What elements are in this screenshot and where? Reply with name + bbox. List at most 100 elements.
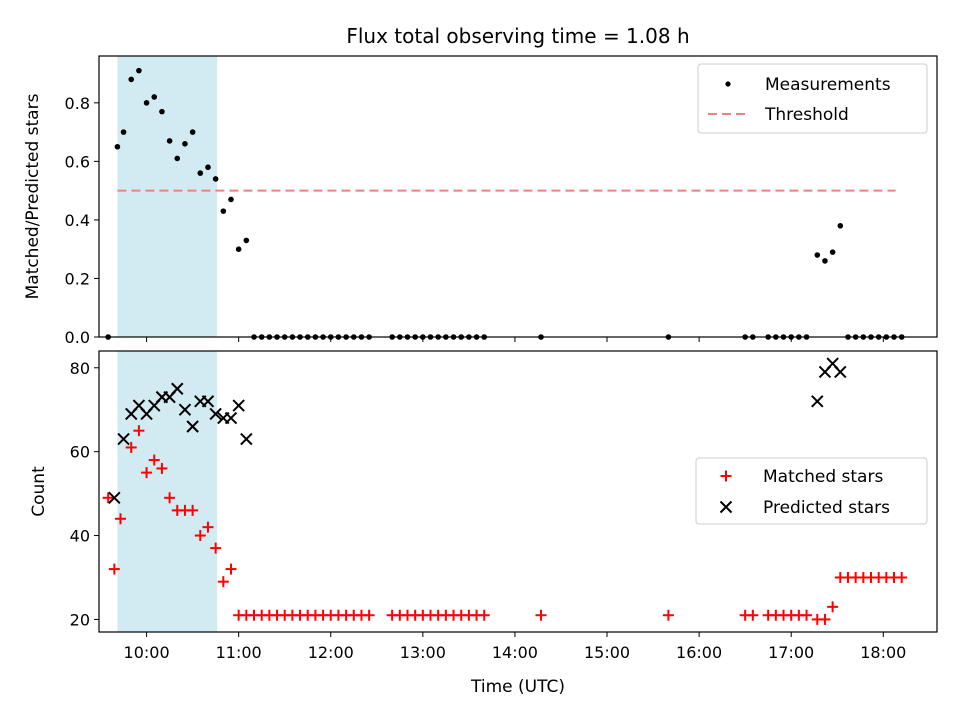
highlight-span-top: [117, 56, 218, 337]
bottom-x-tick-label: 14:00: [492, 643, 538, 662]
bottom-x-tick-label: 16:00: [676, 643, 722, 662]
predicted-star-point: [171, 382, 184, 395]
x-marker-b: [108, 491, 121, 504]
measurement-point: [128, 76, 135, 83]
measurement-point: [189, 129, 196, 135]
x-marker-b: [834, 365, 847, 379]
top-y-tick-label: 0.2: [65, 269, 90, 288]
measurement-point: [235, 246, 242, 252]
top-y-tick-label: 0.4: [65, 211, 90, 230]
bottom-legend: Matched stars Predicted stars: [695, 457, 928, 525]
predicted-star-point: [201, 395, 215, 408]
matched-star-point: [156, 462, 168, 474]
bottom-y-tick-label: 40: [70, 527, 90, 546]
x-marker-b: [240, 432, 253, 446]
x-marker-b: [719, 500, 733, 514]
measurement-point: [197, 170, 204, 176]
predicted-star-point: [209, 407, 222, 421]
matched-star-point: [827, 601, 839, 613]
bottom-legend-box: [695, 457, 928, 525]
x-marker-b: [224, 411, 238, 425]
matched-star-point: [114, 513, 126, 525]
measurement-point: [822, 258, 828, 264]
matched-star-point: [164, 492, 176, 504]
measurement-point: [829, 249, 836, 255]
bottom-y-axis-label: Count: [29, 466, 49, 517]
predicted-star-point: [240, 432, 253, 446]
predicted-star-point: [108, 491, 121, 504]
matched-star-point: [662, 609, 674, 621]
x-marker-b: [178, 403, 192, 416]
bottom-y-ticks: 20 40 60 80: [70, 359, 99, 629]
bottom-x-tick-label: 15:00: [584, 643, 630, 662]
predicted-star-point: [834, 365, 847, 379]
bottom-x-tick-label: 13:00: [400, 643, 446, 662]
matched-star-point: [535, 609, 547, 621]
x-marker-b: [171, 382, 184, 395]
measurement-point: [228, 196, 234, 203]
predicted-star-point: [232, 399, 245, 412]
legend-plus-glyph: [720, 470, 732, 482]
legend-x-glyph: [719, 500, 733, 514]
predicted-star-point: [811, 395, 824, 408]
legend-matched-label: Matched stars: [763, 467, 883, 487]
matched-star-point: [478, 609, 490, 621]
bottom-y-tick-label: 60: [70, 443, 90, 462]
x-marker-b: [117, 432, 130, 446]
matched-star-point: [363, 609, 375, 621]
predicted-star-point: [224, 411, 238, 425]
x-marker-b: [201, 395, 215, 408]
measurement-point: [220, 208, 227, 214]
bottom-x-tick-label: 12:00: [308, 643, 354, 662]
measurement-point: [151, 94, 158, 100]
legend-measurements-marker: [725, 81, 731, 87]
matched-star-point: [102, 492, 114, 504]
bottom-y-tick-label: 20: [70, 610, 90, 629]
matched-star-point: [108, 563, 120, 575]
top-legend-box: [697, 63, 928, 134]
measurement-point: [174, 155, 181, 162]
predicted-stars-points: [108, 357, 847, 504]
x-marker-b: [132, 399, 146, 412]
matched-star-point: [801, 609, 813, 621]
top-y-tick-label: 0.6: [65, 152, 90, 171]
measurement-point: [114, 143, 121, 150]
matched-star-point: [202, 521, 214, 533]
matched-star-point: [133, 425, 145, 437]
matched-stars-points: [102, 425, 908, 625]
x-marker-b: [826, 357, 839, 370]
legend-predicted-marker: [719, 500, 733, 514]
x-marker-b: [209, 407, 222, 421]
top-y-ticks: 0.0 0.2 0.4 0.6 0.8: [65, 94, 99, 347]
top-legend: Measurements Threshold: [697, 63, 928, 134]
measurement-point: [166, 138, 173, 144]
chart-title: Flux total observing time = 1.08 h: [346, 24, 689, 48]
bottom-axes-frame: [98, 350, 938, 633]
bottom-x-tick-label: 17:00: [768, 643, 814, 662]
x-marker-b: [232, 399, 245, 412]
measurement-point: [120, 129, 127, 135]
matched-star-point: [194, 530, 206, 542]
legend-measurements-label: Measurements: [765, 75, 891, 95]
measurement-point: [212, 176, 219, 182]
matched-star-point: [217, 576, 229, 588]
measurement-point: [182, 141, 188, 147]
top-y-axis-label: Matched/Predicted stars: [23, 93, 43, 299]
x-axis-label: Time (UTC): [470, 677, 565, 697]
matched-star-point: [125, 441, 137, 453]
matched-star-point: [210, 542, 222, 554]
x-marker-b: [186, 420, 199, 433]
top-y-tick-label: 0.0: [65, 328, 90, 347]
matched-star-point: [747, 609, 759, 621]
bottom-y-tick-label: 80: [70, 359, 90, 378]
top-y-tick-label: 0.8: [65, 94, 90, 113]
measurement-point: [837, 222, 844, 229]
bottom-x-ticks: 10:00 11:00 12:00 13:00 14:00 15:00 16:00 17:00…: [124, 632, 906, 662]
legend-threshold-label: Threshold: [764, 105, 849, 125]
measurement-point: [159, 108, 165, 115]
matched-star-point: [225, 563, 237, 575]
bottom-x-tick-label: 18:00: [860, 643, 906, 662]
measurement-point: [243, 237, 250, 244]
